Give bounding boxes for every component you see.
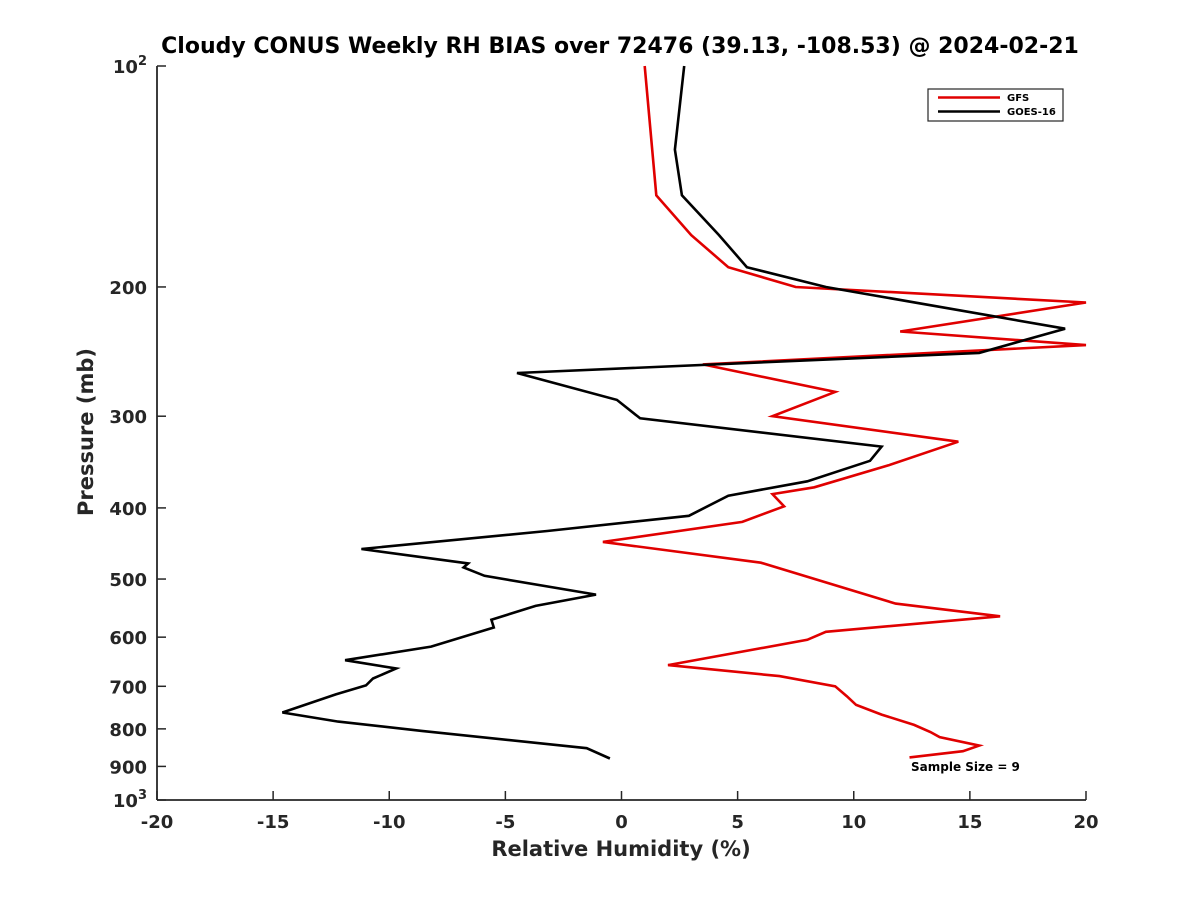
- x-tick-label: -15: [257, 812, 290, 833]
- legend: GFS GOES-16: [927, 88, 1064, 122]
- x-tick-label: 20: [1073, 812, 1098, 833]
- y-tick-label: 300: [109, 407, 147, 428]
- legend-label-goes-16: GOES-16: [1007, 107, 1056, 118]
- chart-title: Cloudy CONUS Weekly RH BIAS over 72476 (…: [161, 34, 1079, 59]
- y-tick-label: 500: [109, 570, 147, 591]
- y-axis-label: Pressure (mb): [74, 348, 98, 516]
- x-tick-label: 0: [615, 812, 628, 833]
- series-layer: [281, 65, 1087, 760]
- x-tick-label: 10: [841, 812, 866, 833]
- x-tick-label: 5: [731, 812, 744, 833]
- legend-label-gfs: GFS: [1007, 93, 1029, 104]
- sample-size-annotation: Sample Size = 9: [911, 760, 1020, 774]
- y-tick-label: 400: [109, 499, 147, 520]
- y-tick-label: 700: [109, 677, 147, 698]
- y-tick-label: 600: [109, 628, 147, 649]
- x-tick-label: -5: [495, 812, 515, 833]
- x-tick-label: -20: [141, 812, 174, 833]
- y-tick-label: 103: [113, 788, 147, 812]
- x-tick-label: 15: [957, 812, 982, 833]
- series-line-gfs: [602, 65, 1087, 759]
- y-tick-label: 200: [109, 278, 147, 299]
- axes-layer: -20 -15 -10 -5 0 5 10 15 20 102 200 300 400 500 600 700…: [109, 54, 1098, 833]
- y-tick-label: 102: [113, 54, 147, 78]
- x-axis-label: Relative Humidity (%): [491, 837, 750, 861]
- x-tick-label: -10: [373, 812, 406, 833]
- y-tick-label: 800: [109, 720, 147, 741]
- legend-box: [927, 88, 1064, 122]
- series-line-goes-16: [281, 65, 1066, 760]
- y-tick-label: 900: [109, 757, 147, 778]
